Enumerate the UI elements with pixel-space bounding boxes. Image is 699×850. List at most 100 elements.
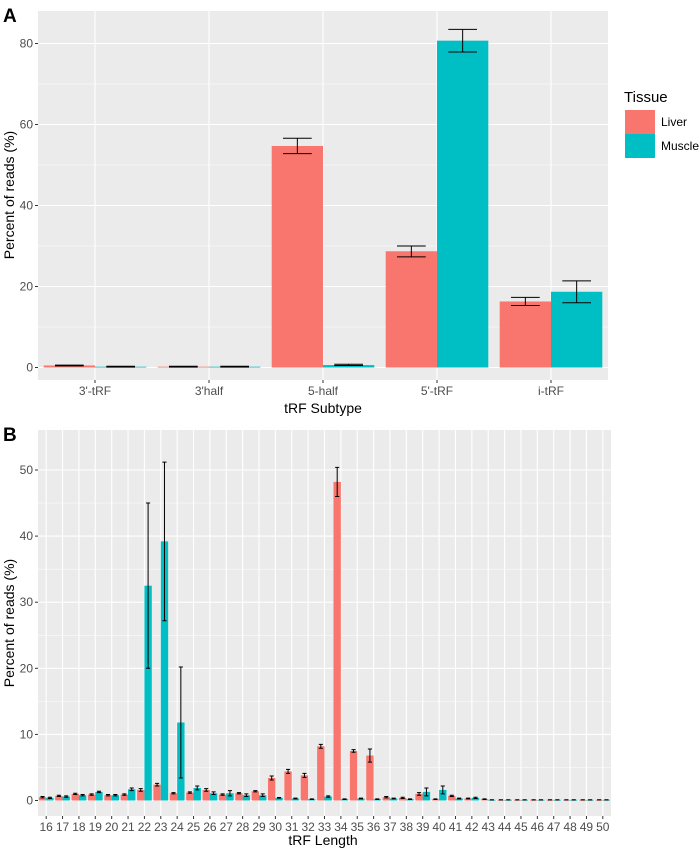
- legend-title: Tissue: [624, 89, 668, 106]
- x-tick-label: 27: [220, 820, 234, 834]
- bar-liver-25: [186, 792, 194, 801]
- bar-muscle-16: [46, 797, 54, 801]
- legend-label-muscle: Muscle: [661, 139, 699, 153]
- error-bar-muscle-5-half: [334, 363, 364, 366]
- error-bar-liver-17: [56, 794, 61, 798]
- panel-b-y-ticks: 0 10 20 30 40 50: [20, 463, 38, 808]
- error-bar-muscle-3-half: [220, 365, 250, 368]
- bar-muscle-25: [193, 787, 201, 801]
- error-bar-liver-5-trf: [396, 245, 426, 258]
- error-bar-muscle-26: [211, 791, 216, 796]
- error-bar-muscle-5-trf: [448, 28, 478, 53]
- y-tick-label: 30: [20, 595, 34, 609]
- x-tick-label: 37: [383, 820, 397, 834]
- error-bar-liver-26: [204, 788, 209, 792]
- error-bar-liver-43: [482, 798, 487, 801]
- panel-a: A 0 20 40 60 80 3'-tRF 3'half 5-half 5'-tRF i-tR…: [1, 6, 699, 416]
- bar-muscle-41: [455, 798, 463, 801]
- error-bar-muscle-i-trf: [562, 280, 592, 304]
- error-bar-muscle-18: [80, 794, 85, 797]
- bar-liver-3-trf: [43, 365, 95, 368]
- panel-a-error-bars: [54, 28, 592, 368]
- bar-liver-32: [300, 775, 309, 801]
- error-bar-muscle-34: [342, 798, 347, 801]
- bar-liver-17: [55, 795, 63, 801]
- bar-muscle-28: [242, 795, 251, 801]
- x-tick-label: 39: [416, 820, 430, 834]
- bar-liver-35: [349, 750, 358, 801]
- x-tick-label: 34: [334, 820, 348, 834]
- x-tick-label: 20: [105, 820, 119, 834]
- x-tick-label: 28: [236, 820, 250, 834]
- bar-muscle-5-half: [323, 365, 375, 368]
- bar-liver-21: [120, 794, 129, 801]
- y-tick-label: 20: [20, 661, 34, 675]
- bar-liver-36: [366, 755, 374, 801]
- error-bar-muscle-41: [457, 797, 462, 800]
- bar-liver-5-half: [271, 145, 323, 368]
- x-tick-label: 25: [187, 820, 201, 834]
- x-tick-label: 22: [138, 820, 152, 834]
- x-tick-label: 43: [482, 820, 496, 834]
- error-bar-liver-25: [187, 791, 192, 794]
- legend-key-liver: [625, 110, 655, 134]
- panel-b-x-axis-title: tRF Length: [288, 832, 357, 848]
- error-bar-muscle-30: [277, 797, 282, 799]
- bar-liver-26: [202, 789, 210, 801]
- x-tick-label: 46: [531, 820, 545, 834]
- panel-b-x-ticks: 16 17 18 19 20 21 22 23 24 25 26 27 28 29 30 31 32 33 34 35…: [40, 816, 610, 834]
- x-tick-label: 29: [252, 820, 266, 834]
- bar-liver-23: [153, 784, 161, 801]
- error-bar-liver-39: [416, 792, 422, 796]
- error-bar-liver-38: [400, 796, 405, 800]
- y-tick-label: 40: [20, 199, 34, 213]
- bar-liver-19: [87, 794, 96, 801]
- x-tick-label: 5-half: [308, 384, 339, 398]
- bar-muscle-35: [357, 798, 365, 801]
- x-tick-label: 35: [351, 820, 365, 834]
- error-bar-muscle-25: [195, 785, 200, 791]
- error-bar-muscle-35: [358, 797, 363, 800]
- error-bar-liver-i-trf: [510, 296, 540, 307]
- error-bar-liver-30: [269, 775, 274, 781]
- bar-liver-42: [464, 798, 472, 801]
- error-bar-liver-28: [236, 792, 242, 795]
- error-bar-muscle-16: [47, 796, 52, 800]
- error-bar-muscle-22: [146, 502, 151, 669]
- bar-muscle-17: [62, 796, 70, 801]
- error-bar-liver-19: [89, 793, 94, 796]
- x-tick-label: 47: [547, 820, 561, 834]
- x-tick-label: 19: [89, 820, 103, 834]
- error-bar-muscle-27: [227, 790, 233, 797]
- bar-muscle-42: [471, 797, 480, 801]
- bar-liver-24: [169, 793, 178, 801]
- error-bar-muscle-33: [326, 795, 331, 798]
- error-bar-liver-37: [384, 796, 389, 799]
- legend: Tissue Liver Muscle: [624, 89, 699, 158]
- bar-liver-5-trf: [385, 251, 437, 368]
- error-bar-muscle-38: [407, 798, 413, 801]
- x-tick-label: 26: [203, 820, 217, 834]
- x-tick-label: 44: [498, 820, 512, 834]
- bar-muscle-30: [275, 797, 283, 801]
- x-tick-label: 18: [72, 820, 86, 834]
- bar-muscle-29: [259, 795, 267, 801]
- error-bar-liver-22: [138, 788, 143, 792]
- bar-liver-29: [251, 791, 260, 801]
- y-tick-label: 60: [20, 118, 34, 132]
- error-bar-liver-34: [335, 466, 340, 497]
- bar-muscle-37: [389, 798, 398, 801]
- error-bar-liver-16: [40, 796, 45, 799]
- panel-a-y-axis-title: Percent of reads (%): [1, 131, 17, 259]
- panel-a-x-axis-title: tRF Subtype: [284, 400, 362, 416]
- error-bar-muscle-21: [129, 787, 134, 792]
- y-tick-label: 0: [26, 361, 33, 375]
- bar-liver-41: [448, 795, 456, 801]
- error-bar-liver-20: [105, 794, 111, 797]
- x-tick-label: 49: [580, 820, 594, 834]
- error-bar-muscle-29: [260, 793, 265, 798]
- bar-liver-18: [71, 793, 79, 801]
- error-bar-liver-31: [286, 768, 291, 774]
- bar-muscle-27: [226, 793, 234, 801]
